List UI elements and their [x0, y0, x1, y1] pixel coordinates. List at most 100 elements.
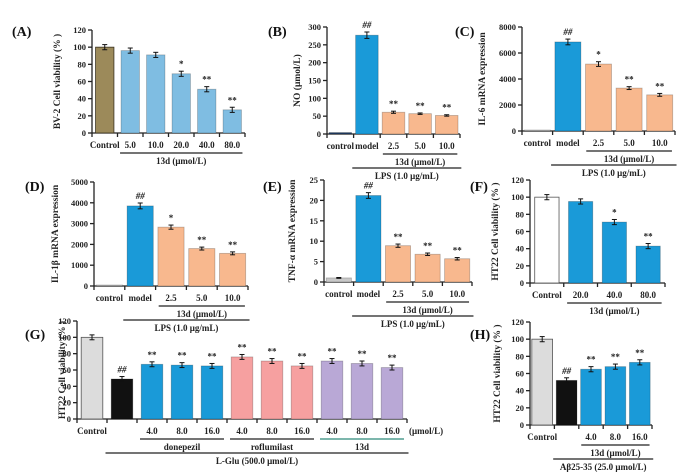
y-tick-label: 120	[73, 25, 86, 35]
group-label: L-Glu (500.0 μmol/L)	[216, 456, 298, 466]
y-tick-label: 100	[308, 93, 321, 103]
y-tick-label: 60	[516, 227, 525, 237]
bar-model-1	[355, 195, 382, 283]
significance-mark: **	[228, 95, 238, 105]
x-category-label: 4.0	[146, 426, 158, 436]
group-label: donepezil	[164, 442, 201, 452]
group-label: 13d (μmol/L)	[590, 448, 640, 458]
panel-c: (C) 0 2000 4000 6000 8000 IL-6 mRNA expression…	[455, 22, 677, 178]
y-tick-label: 0	[317, 129, 321, 139]
bar-control-0	[523, 129, 551, 132]
significance-mark: **	[625, 75, 635, 85]
bar-40.0-4	[197, 88, 217, 134]
y-tick-label: 80	[516, 209, 525, 219]
x-category-label: 8.0	[176, 426, 188, 436]
significance-mark: **	[587, 355, 597, 365]
bar-5.0-3	[188, 248, 216, 287]
group-label: 13d (μmol/L)	[156, 156, 206, 166]
y-tick-label: 6000	[499, 48, 516, 58]
y-tick-label: 120	[511, 317, 524, 327]
bar-model-1	[110, 378, 134, 420]
bar-control-0	[534, 196, 560, 284]
x-category-label: 80.0	[224, 140, 240, 150]
bar-model-1	[554, 41, 582, 132]
x-category-label: 40.0	[199, 140, 215, 150]
bar-16.0-7	[290, 365, 314, 420]
x-category-label: 20.0	[173, 140, 189, 150]
y-tick-label: 20	[516, 261, 525, 271]
group-label: LPS (1.0 μg/mL)	[154, 323, 218, 333]
x-category-label: 5.0	[414, 141, 426, 151]
x-category-label: 80.0	[640, 290, 656, 300]
y-tick-label: 10	[310, 236, 319, 246]
significance-mark: **	[655, 81, 665, 91]
bar-control-0	[95, 284, 123, 287]
bar-model-1	[126, 205, 154, 287]
y-axis-label: HT22 Cell viability (% )	[490, 182, 501, 280]
group-label: LPS (1.0 μg/mL)	[582, 168, 646, 178]
significance-mark: **	[208, 351, 218, 361]
bar-4.0-2	[580, 368, 602, 426]
y-tick-label: 0	[82, 128, 86, 138]
y-tick-label: 60	[63, 365, 72, 375]
y-tick-label: 4000	[71, 198, 88, 208]
x-category-label: 16.0	[294, 426, 310, 436]
significance-mark: *	[179, 59, 184, 69]
y-tick-label: 60	[78, 77, 87, 87]
bar-2.5-2	[381, 111, 406, 135]
panel-h: (H) 0 20 40 60 80 100 120 HT22 Cell viability (%…	[470, 317, 654, 472]
bar-10.0-4	[219, 252, 247, 287]
x-category-label: 8.0	[610, 432, 622, 442]
y-tick-label: 100	[73, 42, 86, 52]
x-category-label: 16.0	[204, 426, 220, 436]
y-axis-label: HT22 Cell viability (% )	[57, 321, 68, 419]
x-category-label: 2.5	[388, 141, 400, 151]
significance-mark: **	[453, 246, 463, 256]
x-category-label: 40.0	[607, 290, 623, 300]
significance-mark: ##	[363, 181, 374, 191]
x-category-label: 2.5	[593, 138, 605, 148]
significance-mark: **	[197, 235, 207, 245]
significance-mark: **	[328, 347, 338, 357]
panel-label: (D)	[25, 180, 45, 195]
significance-mark: ##	[117, 365, 128, 375]
x-category-label: 2.5	[392, 289, 404, 299]
bar-20.0-3	[171, 73, 191, 134]
x-category-label: 8.0	[266, 426, 278, 436]
y-tick-label: 20	[78, 111, 87, 121]
bar-10.0-4	[444, 258, 471, 283]
y-tick-label: 300	[308, 22, 321, 32]
bar-8.0-3	[170, 364, 194, 420]
y-tick-label: 1000	[71, 260, 88, 270]
group-label: 13d (μmol/L)	[395, 157, 445, 167]
bar-model-1	[555, 379, 578, 426]
bar-10.0-2	[146, 54, 166, 134]
x-category-label: 20.0	[573, 290, 589, 300]
y-tick-label: 0	[314, 277, 318, 287]
y-tick-label: 5000	[71, 177, 88, 187]
y-tick-label: 50	[313, 111, 322, 121]
significance-mark: **	[178, 351, 188, 361]
bar-model-1	[355, 34, 379, 135]
x-category-label: 10.0	[652, 138, 668, 148]
y-axis-label: NO (μmol/L)	[292, 54, 303, 107]
x-category-label: 2.5	[165, 293, 177, 303]
significance-mark: ##	[135, 191, 146, 201]
significance-mark: **	[268, 347, 278, 357]
bar-20.0-1	[568, 201, 594, 284]
x-category-label: control	[96, 293, 124, 303]
x-category-label: 10.0	[449, 289, 465, 299]
panel-label: (G)	[25, 328, 46, 343]
bar-5.0-3	[414, 253, 441, 283]
x-category-label: 10.0	[439, 141, 455, 151]
x-category-label: Control	[77, 426, 107, 436]
y-tick-label: 15	[310, 216, 319, 226]
panel-a: (A) 0 20 40 60 80 100 120 BV-2 Cell viability (%…	[12, 25, 246, 166]
bar-80.0-5	[222, 109, 242, 134]
group-label: 13d (μmol/L)	[604, 154, 654, 164]
x-category-label: model	[355, 141, 379, 151]
significance-mark: **	[416, 101, 426, 111]
x-category-label: 4.0	[585, 432, 597, 442]
